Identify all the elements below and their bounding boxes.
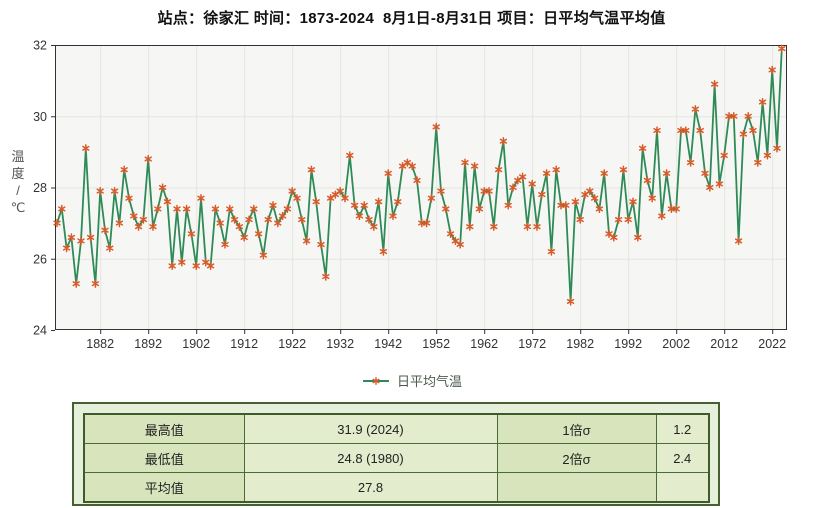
svg-text:28: 28 (33, 181, 47, 195)
axis-ticks (51, 45, 774, 334)
table-row-min: 最低值 24.8 (1980) 2倍σ 2.4 (83, 443, 710, 473)
x-axis-labels: 1882 1892 1902 1912 1922 1932 1942 1952 1962 1972… (86, 337, 786, 351)
stat-value-1sigma: 1.2 (655, 413, 710, 444)
data-point-markers (53, 44, 786, 306)
svg-text:2002: 2002 (662, 337, 690, 351)
axis-border (55, 45, 787, 330)
stat-label-2sigma: 2倍σ (496, 443, 657, 473)
stat-value-empty (655, 472, 710, 503)
table-row-max: 最高值 31.9 (2024) 1倍σ 1.2 (83, 413, 710, 444)
y-axis-labels: 24 26 28 30 32 (33, 39, 47, 338)
svg-text:2022: 2022 (758, 337, 786, 351)
table-row-mean: 平均值 27.8 (83, 472, 710, 503)
stat-value-min: 24.8 (1980) (243, 443, 498, 473)
svg-text:1892: 1892 (134, 337, 162, 351)
temperature-chart[interactable]: 1882 1892 1902 1912 1922 1932 1942 1952 1962 1972… (0, 0, 823, 400)
stats-panel: 最高值 31.9 (2024) 1倍σ 1.2 最低值 24.8 (1980) … (72, 402, 720, 506)
stat-value-mean: 27.8 (243, 472, 498, 503)
svg-text:1902: 1902 (182, 337, 210, 351)
legend-label: 日平均气温 (396, 374, 462, 389)
svg-text:1952: 1952 (422, 337, 450, 351)
svg-text:1882: 1882 (86, 337, 114, 351)
svg-text:1972: 1972 (518, 337, 546, 351)
svg-text:2012: 2012 (710, 337, 738, 351)
stat-label-min: 最低值 (83, 443, 245, 473)
svg-text:1982: 1982 (566, 337, 594, 351)
stat-label-max: 最高值 (83, 413, 245, 444)
svg-text:30: 30 (33, 110, 47, 124)
stat-value-max: 31.9 (2024) (243, 413, 498, 444)
chart-canvas[interactable]: 1882 1892 1902 1912 1922 1932 1942 1952 1962 1972… (0, 0, 823, 400)
stats-table: 最高值 31.9 (2024) 1倍σ 1.2 最低值 24.8 (1980) … (83, 413, 710, 503)
stat-value-2sigma: 2.4 (655, 443, 710, 473)
svg-text:32: 32 (33, 39, 47, 53)
stat-label-empty (496, 472, 657, 503)
svg-text:1912: 1912 (230, 337, 258, 351)
svg-text:26: 26 (33, 252, 47, 266)
svg-text:1962: 1962 (470, 337, 498, 351)
stat-label-1sigma: 1倍σ (496, 413, 657, 444)
temperature-line (56, 48, 783, 303)
page-title: 站点：徐家汇 时间：1873-2024 8月1日-8月31日 项目：日平均气温平… (157, 10, 666, 27)
legend-line-marker-icon (362, 376, 389, 385)
svg-text:1922: 1922 (278, 337, 306, 351)
legend-item[interactable]: 日平均气温 (0, 371, 823, 390)
svg-text:1992: 1992 (614, 337, 642, 351)
svg-text:1932: 1932 (326, 337, 354, 351)
svg-text:24: 24 (33, 324, 47, 338)
stat-label-mean: 平均值 (83, 472, 245, 503)
y-axis-title: 温度 / ℃ (10, 149, 26, 215)
svg-text:1942: 1942 (374, 337, 402, 351)
gridlines (55, 45, 787, 330)
